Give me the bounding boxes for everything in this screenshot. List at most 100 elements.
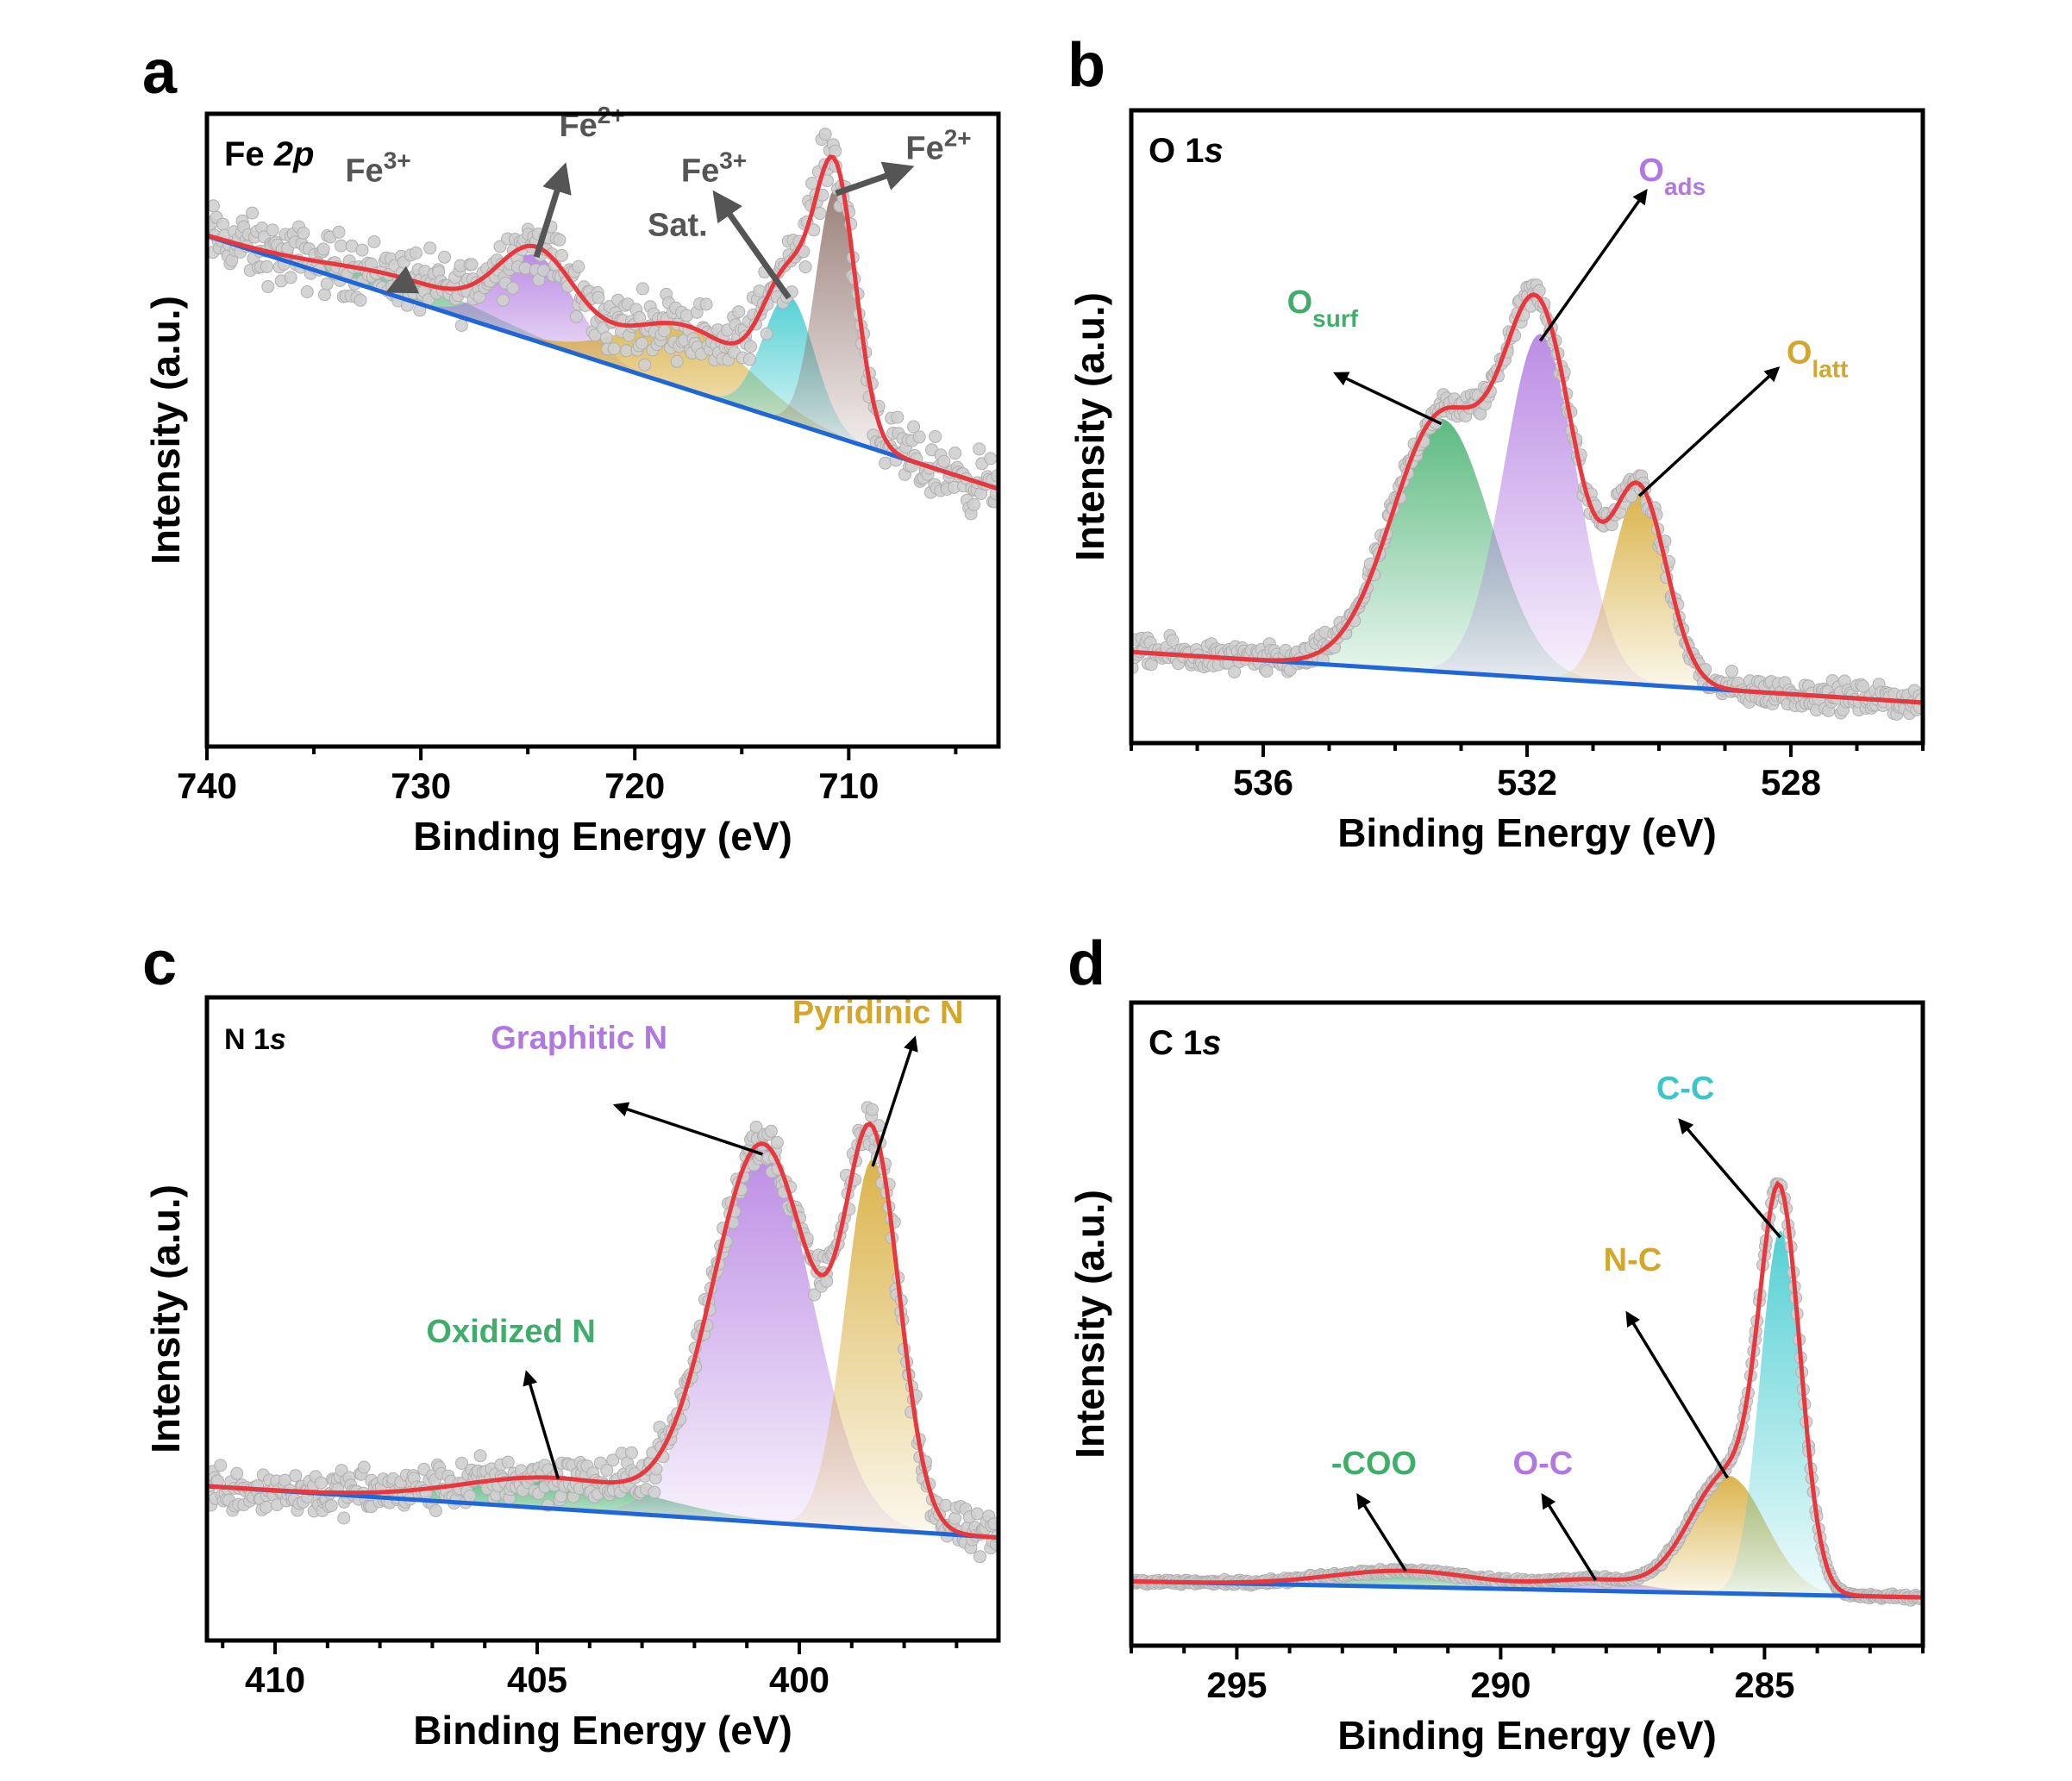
peak-label: Pyridinic N [792,995,964,1031]
panel-title: O 1s [1149,132,1224,170]
fit-envelope [1131,292,1923,705]
data-point [1166,634,1180,647]
background-line [207,234,998,491]
data-point [866,1103,879,1116]
y-axis-label: Intensity (a.u.) [143,1184,188,1453]
x-tick-label: 720 [604,766,665,806]
fit-envelope [207,1121,998,1540]
component-peak-brown [751,189,920,464]
data-point [912,430,926,444]
peak-label: Olatt [1787,335,1849,383]
x-axis-label: Binding Energy (eV) [413,814,792,859]
peak-label: -COO [1331,1446,1417,1482]
data-point [337,1511,351,1525]
x-tick-label: 710 [818,766,879,806]
data-point [633,310,647,324]
annotation-arrow [1538,189,1648,342]
data-point [939,1498,953,1512]
data-point [658,324,672,338]
x-tick-label: 400 [769,1659,829,1700]
data-point [1856,679,1869,693]
panel-letter: c [142,929,177,998]
data-point [332,225,346,239]
data-point [318,288,331,302]
data-point [732,305,746,319]
data-point [592,291,605,304]
data-point [606,1453,620,1467]
peak-label: Oads [1638,153,1706,200]
plot-area [1131,1177,1923,1607]
x-axis-label: Binding Energy (eV) [1337,810,1717,855]
data-point [648,1485,661,1499]
data-point [465,258,479,272]
data-point [607,342,621,355]
data-point [553,233,567,247]
component-peak-purple [1398,1579,1794,1595]
plot-area [207,1101,998,1564]
data-point [423,241,437,255]
data-point [984,452,998,466]
data-point [261,280,275,293]
data-point [620,344,633,358]
peak-label: Graphitic N [491,1021,667,1057]
data-point [554,248,568,262]
annotation-arrow [523,1370,560,1479]
data-point [1725,665,1738,678]
annotation-arrow [712,190,792,300]
y-axis-label: Intensity (a.u.) [143,296,188,565]
x-tick-label: 528 [1761,762,1821,803]
data-point [429,1504,442,1517]
peak-label: Sat. [648,208,708,244]
peak-label: N-C [1604,1242,1662,1278]
annotation-arrow [1332,372,1443,426]
data-point [260,1500,273,1514]
plot-area [1131,278,1923,721]
data-point [1228,666,1242,678]
component-peak-purple [556,1147,969,1536]
peak-label: Oxidized N [426,1314,595,1350]
component-peak-green [1236,418,1649,685]
data-point [300,285,314,298]
data-point [455,1456,468,1470]
component-peak-gold [1569,1475,1887,1597]
data-point [948,1511,961,1525]
data-point [808,1288,821,1302]
annotation-arrow [835,161,915,197]
data-point [314,1476,328,1490]
data-point [813,207,827,220]
data-point [266,223,279,237]
data-point [1260,665,1274,678]
data-point [246,206,259,220]
annotation-arrow [1356,1492,1407,1572]
panel-letter: a [142,38,178,107]
peak-label: O-C [1513,1446,1574,1482]
data-point [937,454,951,468]
data-point [635,282,649,296]
peak-label: Fe2+ [559,102,624,145]
panel-title: N 1s [224,1023,286,1056]
component-peak-cyan [681,295,897,457]
peak-label: Fe3+ [345,147,410,190]
data-point [320,277,334,291]
data-point [473,1449,487,1463]
annotation-arrow [1637,366,1781,497]
data-point [497,293,510,307]
data-point [600,1464,614,1477]
panel-title: Fe 2p [224,135,314,173]
data-point [760,327,773,341]
data-point [230,1466,244,1480]
data-point [987,1517,998,1531]
data-point [463,1490,477,1503]
component-peak-gold [1524,491,1755,692]
data-point [572,259,585,273]
x-axis-label: Binding Energy (eV) [1337,1713,1717,1758]
plot-area [207,128,998,521]
data-point [635,336,649,350]
annotation-arrow [871,1035,918,1167]
data-point [879,456,892,470]
panel-d-c-1s: -COO O-C N-C C-C 295 290 285 Binding Energy (eV… [1067,929,1925,1758]
fit-envelope [207,154,998,491]
fit-envelope [1131,1180,1923,1600]
x-tick-label: 532 [1497,762,1557,803]
